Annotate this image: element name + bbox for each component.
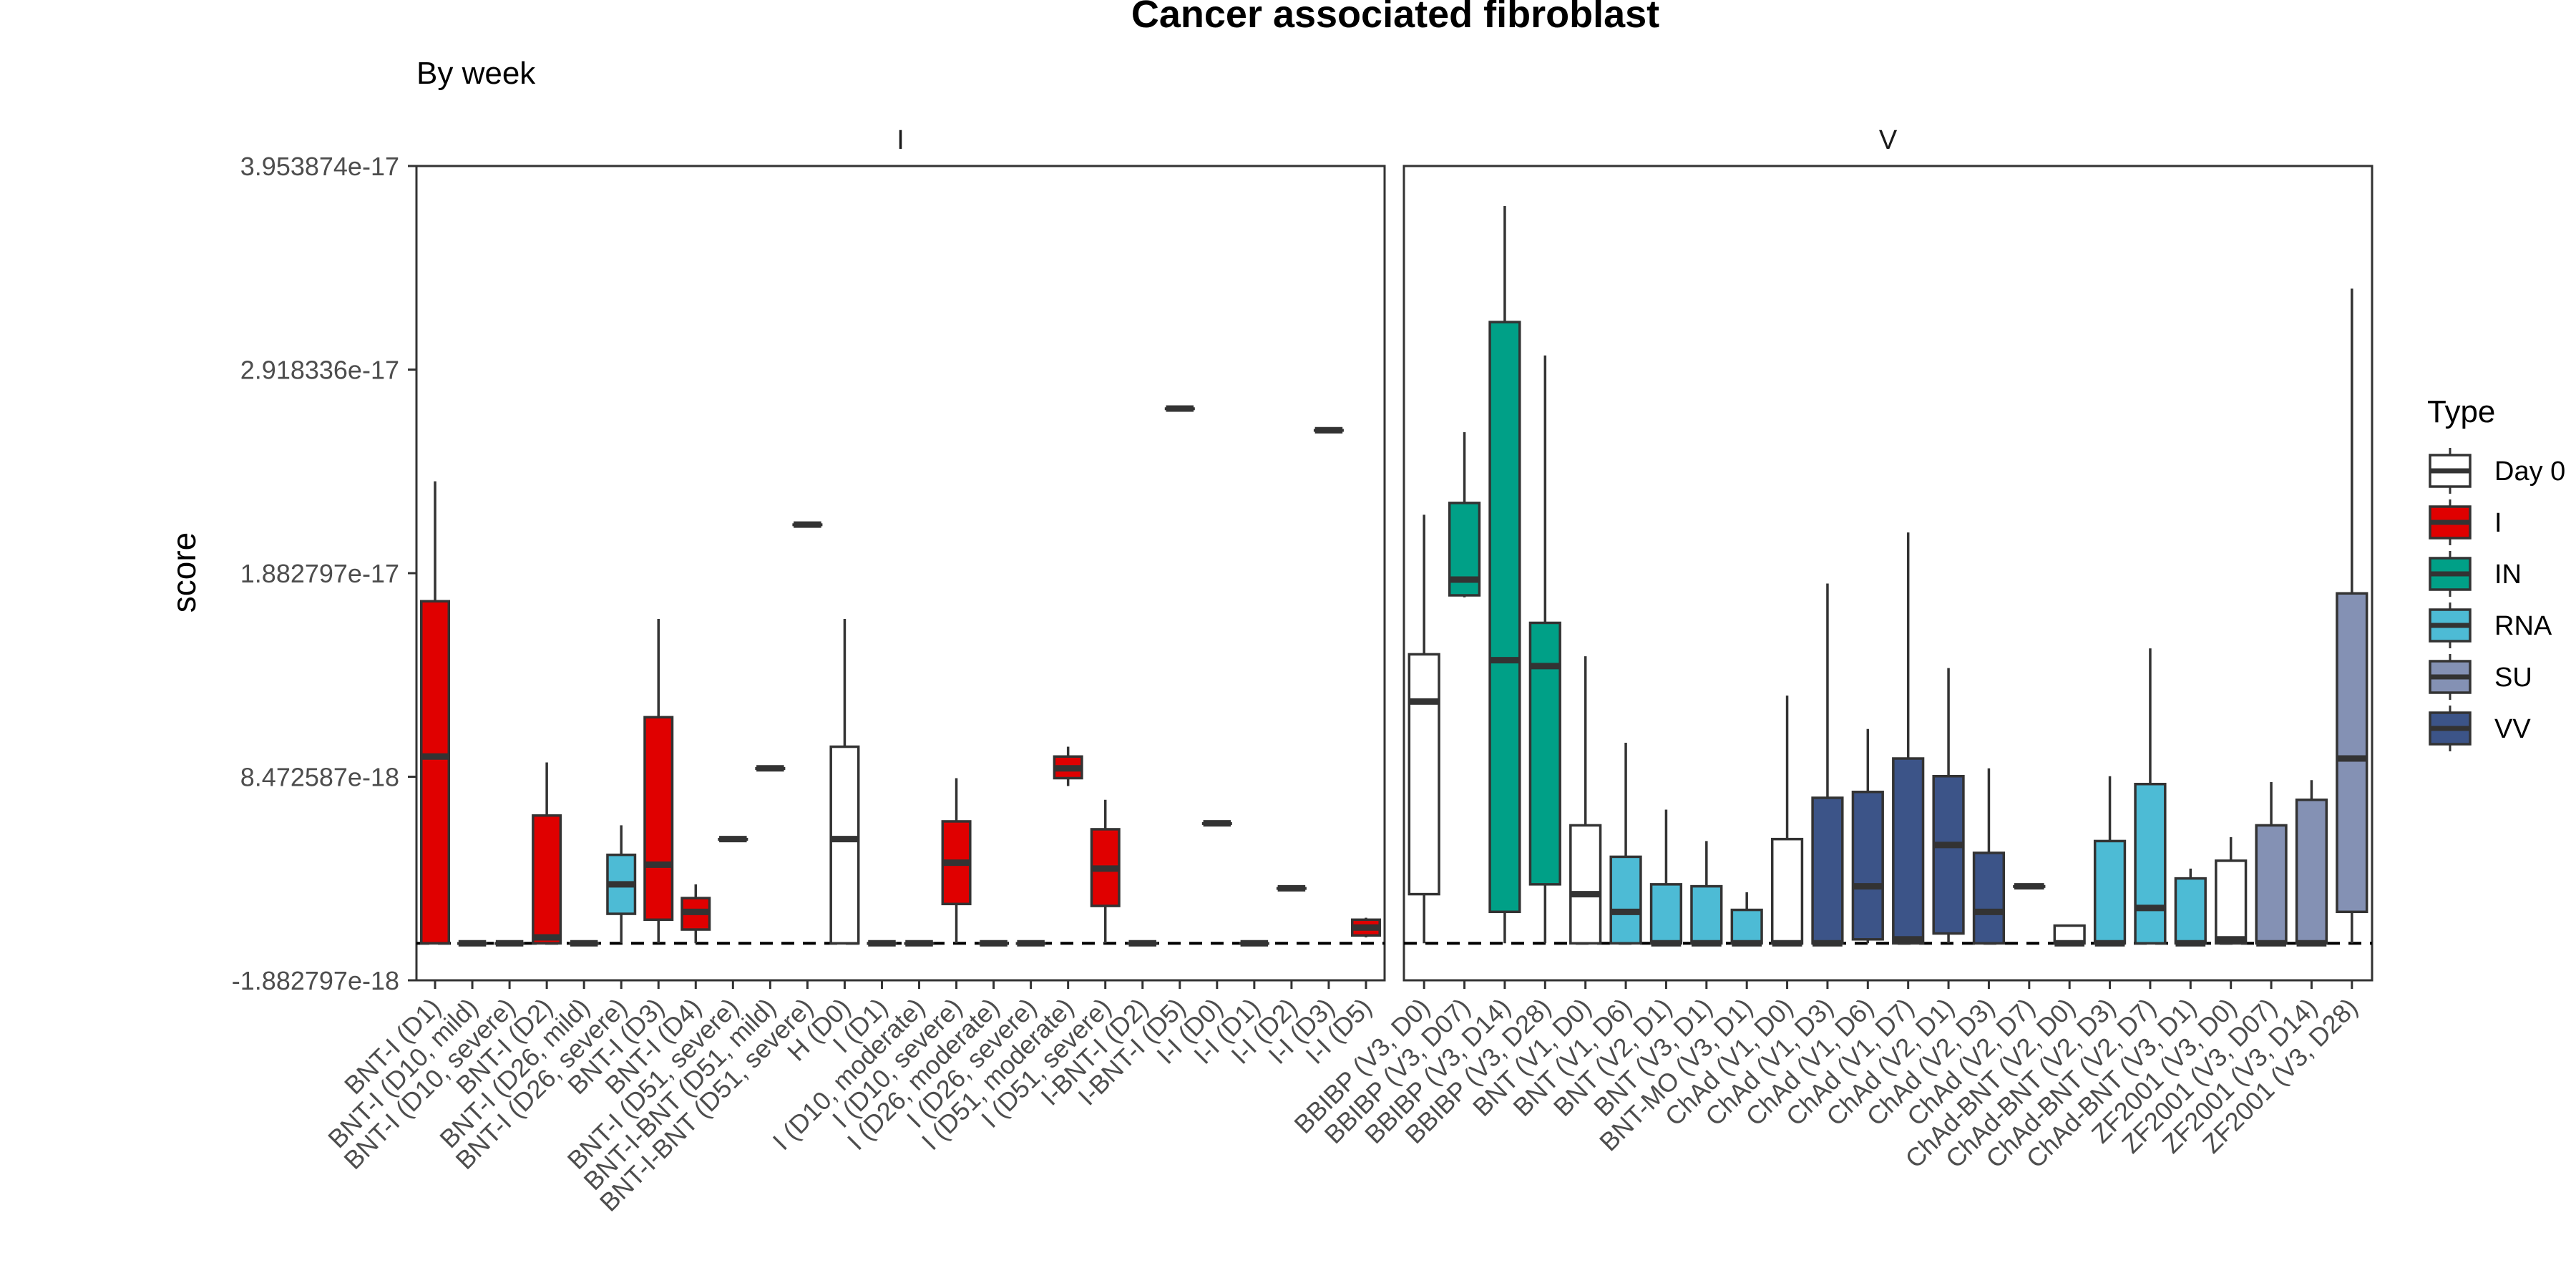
panel-i-strip-label: I — [897, 125, 904, 155]
panel-v-bnt-mo-v3-d1-box — [1730, 908, 1763, 945]
panel-v-chad-v2-d1-box — [1932, 774, 1965, 935]
panel-i-bnt-i-d2-box — [532, 814, 562, 945]
legend-vv-label: VV — [2494, 714, 2531, 744]
panel-v-bbibp-v3-d0-box — [1407, 653, 1440, 896]
panel-v-chad-bnt-v3-d1-box — [2174, 877, 2207, 945]
panel-i-h-d0-box — [829, 745, 860, 945]
panel-v-zf2001-v3-d0-box — [2215, 859, 2248, 945]
legend-i-label: I — [2494, 508, 2502, 538]
legend-su-label: SU — [2494, 663, 2532, 693]
panel-v-chad-v1-d0-box — [1770, 837, 1804, 945]
legend-title: Type — [2427, 394, 2495, 429]
panel-v-zf2001-v3-d14-box — [2295, 798, 2328, 945]
panel-v-border — [1402, 165, 2373, 982]
panel-i-bnt-i-d3-box — [643, 716, 674, 922]
chart-subtitle: By week — [416, 56, 536, 91]
panel-i-border — [415, 165, 1386, 982]
panel-v-chad-bnt-v2-d7-box — [2134, 782, 2167, 945]
y-axis-label: score — [165, 532, 203, 613]
legend-rna-label: RNA — [2494, 611, 2552, 641]
panel-v-strip-label: V — [1879, 125, 1898, 155]
y-tick-label: 2.918336e-17 — [240, 355, 399, 384]
panel-i-bnt-i-d1-box — [420, 600, 451, 945]
panel-v-chad-v1-d3-box — [1811, 796, 1844, 945]
panel-v-bnt-v1-d6-box — [1609, 855, 1642, 945]
legend-day-0-label: Day 0 — [2494, 457, 2565, 487]
panel-v-chad-v2-d3-box — [1972, 852, 2006, 945]
chart-title: Cancer associated fibroblast — [1131, 0, 1659, 36]
y-tick-label: 8.472587e-18 — [240, 763, 399, 792]
panel-v-bnt-v1-d0-box — [1569, 824, 1602, 945]
panel-v-bbibp-v3-d28-box — [1528, 621, 1561, 886]
panel-v-chad-v1-d7-box — [1892, 757, 1925, 945]
plot-area: -1.882797e-18 8.472587e-18 1.882797e-17 2.9… — [232, 125, 2373, 1217]
legend: Type Day 0 I IN RNA SU VV — [2427, 394, 2565, 751]
panel-v-bnt-v2-d1-box — [1649, 883, 1683, 945]
panel-v-zf2001-v3-d28-box — [2336, 592, 2368, 914]
panel-v-chad-bnt-v2-d3-box — [2093, 839, 2127, 945]
y-tick-label: 3.953874e-17 — [240, 152, 399, 181]
panel-v-chad-v1-d6-box — [1851, 790, 1884, 941]
y-tick-label: 1.882797e-17 — [240, 559, 399, 588]
panel-v-bnt-v3-d1-box — [1690, 884, 1723, 945]
legend-in-label: IN — [2494, 560, 2522, 590]
panel-v-zf2001-v3-d07-box — [2255, 824, 2288, 945]
y-tick-label: -1.882797e-18 — [232, 966, 399, 995]
panel-v-bbibp-v3-d14-box — [1488, 321, 1521, 914]
